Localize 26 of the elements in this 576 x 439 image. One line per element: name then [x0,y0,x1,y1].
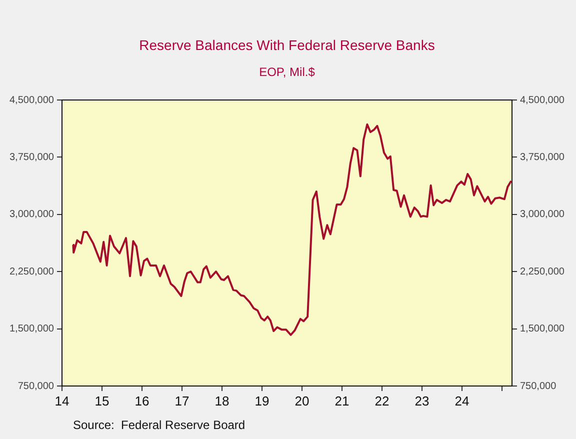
x-tick-label: 17 [174,393,190,408]
y-tick-label: 1,500,000 [10,324,54,335]
y2-tick-label: 750,000 [520,380,557,392]
y-tick-label: 4,500,000 [10,94,54,106]
source-note: Source: Federal Reserve Board [73,418,246,432]
x-tick-label: 19 [254,393,270,408]
chart-title: Reserve Balances With Federal Reserve Banks [139,37,435,53]
x-tick-label: 22 [374,393,390,408]
y2-tick-label: 1,500,000 [520,324,565,335]
y2-tick-label: 3,000,000 [520,209,565,220]
chart-subtitle: EOP, Mil.$ [259,65,316,79]
y2-tick-label: 2,250,000 [520,266,565,278]
y-tick-label: 3,000,000 [10,209,54,220]
y2-tick-label: 3,750,000 [520,152,565,163]
x-tick-label: 18 [214,393,230,408]
x-tick-label: 23 [414,393,430,408]
x-tick-label: 24 [454,393,470,408]
y2-tick-label: 4,500,000 [520,94,565,106]
x-tick-label: 15 [94,393,110,408]
x-tick-label: 20 [294,393,310,408]
y-tick-label: 2,250,000 [10,266,54,278]
x-tick-label: 16 [134,393,150,408]
x-tick-label: 21 [334,393,350,408]
y-tick-label: 750,000 [18,380,54,392]
y-tick-label: 3,750,000 [10,152,54,163]
x-tick-label: 14 [54,393,70,408]
